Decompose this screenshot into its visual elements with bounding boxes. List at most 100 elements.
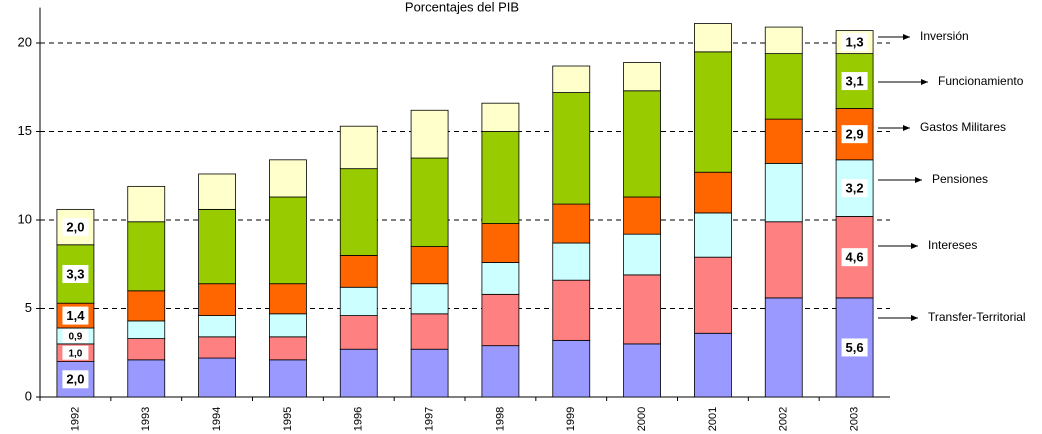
bar-segment [127,290,166,322]
bar-segment [198,283,236,316]
label-box [62,345,89,360]
bar-segment [198,336,236,359]
bar-segment [552,92,591,205]
bar-segment [339,254,378,288]
label-box [841,33,868,52]
bar-segment [481,262,520,295]
bar-segment [764,26,803,55]
bar-segment [339,125,378,170]
legend-arrowhead [903,125,910,131]
data-label: 3,2 [846,181,864,196]
data-label: 1,0 [68,348,82,359]
bar-segment [127,338,166,361]
bar-segment [198,173,236,210]
bar-segment [623,196,661,235]
x-tick-label: 2003 [848,407,860,431]
bar-segment [694,332,732,398]
data-label: 0,9 [68,332,82,343]
bar-segment [694,171,732,214]
legend-label: Intereses [928,238,977,252]
data-label: 2,0 [66,220,84,235]
bar-segment [764,53,803,120]
bar-segment [339,168,378,256]
bar-segment [269,283,307,315]
x-tick-label: 1997 [423,407,435,431]
bar-segment [481,102,520,132]
bar-segment [269,196,307,285]
bar-segment [694,256,732,334]
x-tick-label: 1999 [565,407,577,431]
bar-segment [127,320,166,339]
bar-segment [198,315,236,338]
bar-segment [623,62,661,92]
bar-segment [481,131,520,224]
data-label: 4,6 [846,250,864,265]
bar-segment [410,246,449,285]
bar-segment [694,51,732,173]
legend-arrowhead [921,79,928,85]
label-box [62,306,89,325]
bar-segment [552,203,591,244]
legend-label: Transfer-Territorial [928,310,1026,324]
bar-segment [339,315,378,350]
data-label: 3,3 [66,266,84,281]
bar-segment [410,157,449,247]
x-tick-label: 1993 [140,407,152,431]
x-tick-label: 1998 [494,407,506,431]
bar-segment [481,293,520,347]
bar-segment [339,348,378,398]
label-box [841,248,868,267]
bar-segment [481,345,520,398]
legend-arrowhead [903,34,910,40]
x-tick-label: 2002 [778,407,790,431]
label-box [841,179,868,198]
bar-segment [127,359,166,398]
legend-label: Funcionamiento [938,74,1024,88]
bar-segment [623,233,661,276]
bar-segment [269,336,307,361]
legend-label: Pensiones [932,172,988,186]
bar-segment [552,279,591,341]
label-box [62,370,89,389]
bar-segment [127,185,166,223]
bar-segment [410,283,449,315]
y-tick-label: 5 [25,300,32,315]
bar-segment [552,339,591,398]
bar-segment [764,297,803,398]
label-box [62,264,89,283]
bar-segment [694,212,732,258]
data-label: 1,3 [846,35,864,50]
bar-segment [410,313,449,350]
y-tick-label: 10 [18,211,32,226]
bar-segment [764,162,803,223]
x-tick-label: 2000 [636,407,648,431]
data-label: 3,1 [846,73,864,88]
chart-title: Porcentajes del PIB [405,0,519,14]
legend-arrowhead [915,177,922,183]
y-tick-label: 20 [18,34,32,49]
x-tick-label: 1995 [282,407,294,431]
bar-segment [410,348,449,398]
bar-segment [269,159,307,198]
bar-segment [198,357,236,398]
bar-segment [339,286,378,316]
bar-segment [552,242,591,281]
label-box [62,328,89,343]
y-tick-label: 15 [18,123,32,138]
bar-segment [764,118,803,164]
legend-arrowhead [911,243,918,249]
bar-segment [198,208,236,285]
bar-segment [623,274,661,345]
legend-arrowhead [911,315,918,321]
data-label: 2,9 [846,127,864,142]
x-tick-label: 1994 [211,407,223,431]
bar-segment [764,221,803,299]
bar-segment [623,90,661,198]
bar-segment [269,313,307,338]
y-tick-label: 0 [25,388,32,403]
bar-segment [410,109,449,159]
legend-label: Gastos Militares [920,120,1006,134]
bar-segment [127,221,166,292]
label-box [841,338,868,357]
